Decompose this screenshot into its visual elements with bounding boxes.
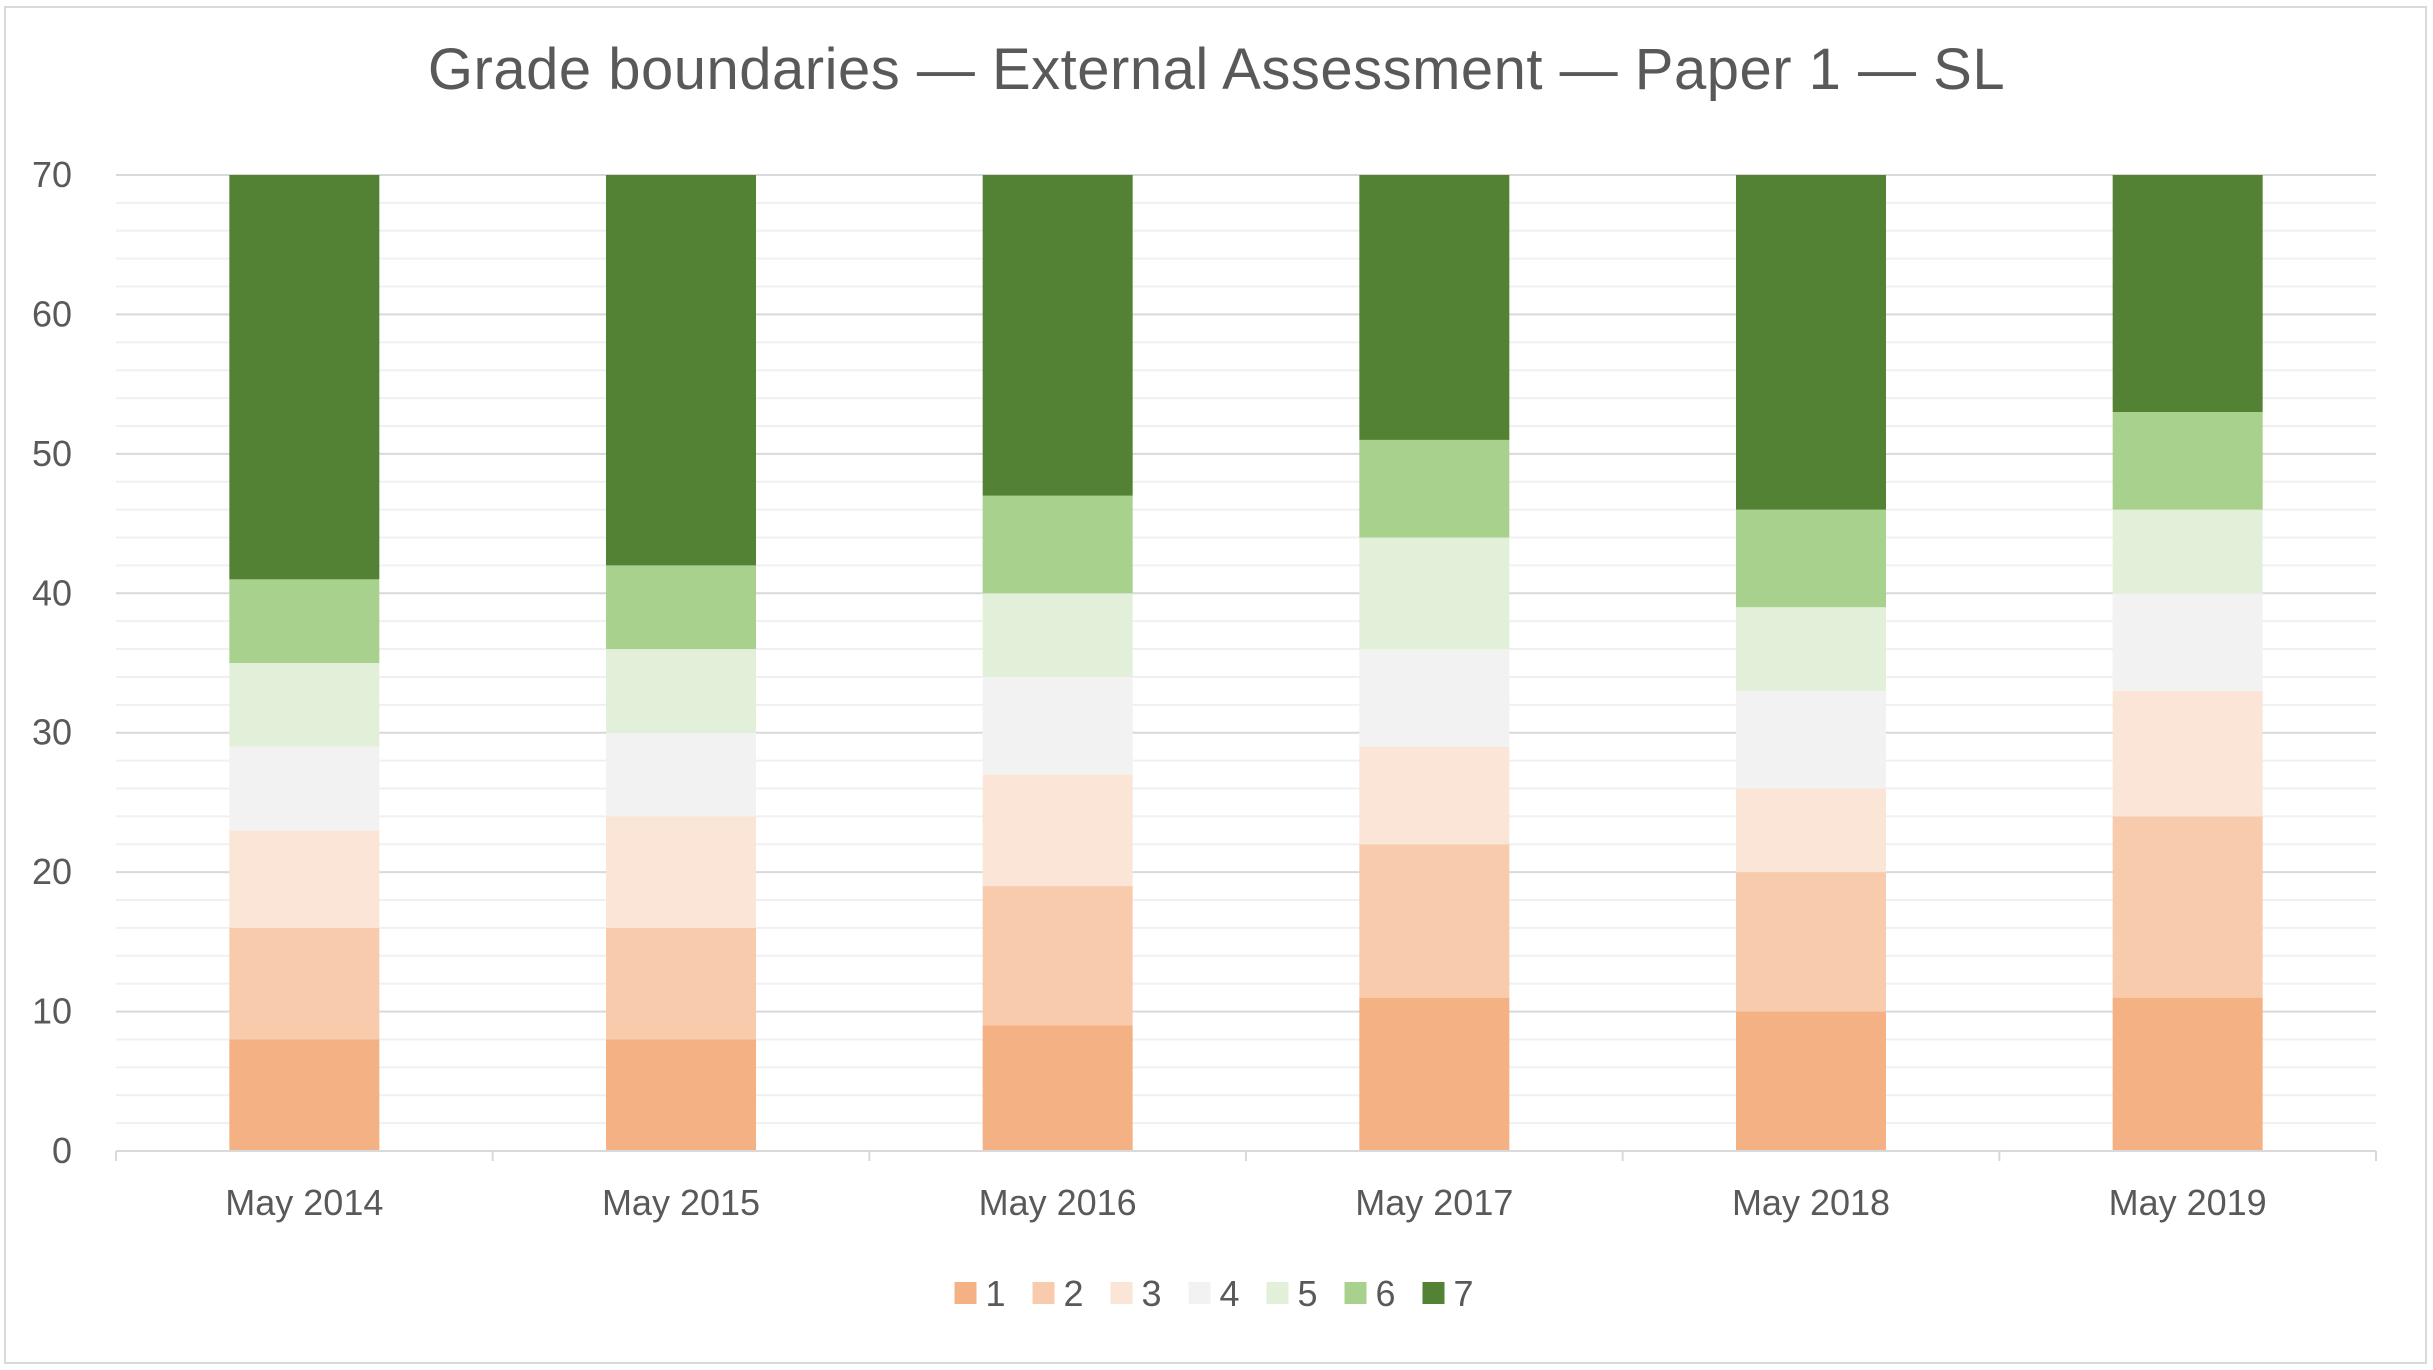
bar-segment [229, 663, 380, 747]
legend-label: 5 [1298, 1273, 1318, 1314]
x-tick-label: May 2014 [225, 1182, 383, 1223]
axes [115, 1150, 2377, 1161]
bars [229, 175, 2263, 1151]
bar-segment [2112, 412, 2263, 510]
bar-segment [982, 886, 1133, 1026]
x-tick-label: May 2015 [602, 1182, 760, 1223]
bar-segment [606, 175, 756, 566]
bar-segment [1359, 649, 1510, 747]
bar-segment [1359, 844, 1510, 998]
bar-segment [1359, 997, 1510, 1151]
bar-segment [2112, 690, 2263, 817]
bar-segment [2112, 175, 2263, 413]
bar-segment [982, 676, 1133, 775]
bar-segment [1359, 439, 1510, 538]
bar-segment [982, 593, 1133, 677]
y-tick-labels: 0 10 20 30 40 50 60 70 [32, 154, 72, 1171]
bar-segment [229, 1039, 380, 1151]
y-tick-label: 30 [32, 712, 72, 753]
bar-segment [606, 649, 756, 733]
y-tick-label: 40 [32, 572, 72, 613]
bar-segment [229, 175, 380, 580]
legend-swatch [1110, 1282, 1133, 1304]
y-tick-label: 10 [32, 991, 72, 1032]
bar-segment [229, 579, 380, 663]
legend-item: 5 [1266, 1273, 1318, 1314]
bar-segment [606, 565, 756, 650]
bar-segment [1736, 175, 1886, 510]
y-tick-label: 70 [32, 154, 72, 195]
bar-segment [982, 495, 1133, 594]
bar-segment [1736, 690, 1886, 789]
gridlines [116, 174, 2376, 1125]
legend-label: 3 [1142, 1273, 1162, 1314]
bar-segment [1359, 746, 1510, 845]
legend-swatch [1422, 1282, 1445, 1304]
y-tick-label: 0 [52, 1130, 72, 1171]
bar-segment [1736, 788, 1886, 873]
legend-label: 1 [986, 1273, 1006, 1314]
x-tick-labels: May 2014 May 2015 May 2016 May 2017 May 2018… [225, 1182, 2266, 1223]
bar-segment [2112, 509, 2263, 594]
bar-segment [606, 816, 756, 928]
legend-swatch [1266, 1282, 1289, 1304]
bar-segment [1359, 537, 1510, 650]
bar-segment [229, 746, 380, 831]
y-tick-label: 60 [32, 293, 72, 334]
x-tick-label: May 2017 [1355, 1182, 1513, 1223]
bar-segment [606, 732, 756, 817]
bar-segment [2112, 593, 2263, 691]
legend-item: 3 [1110, 1273, 1162, 1314]
bar-segment [1736, 509, 1886, 608]
legend-item: 4 [1188, 1273, 1240, 1314]
legend-label: 4 [1220, 1273, 1240, 1314]
bar-segment [606, 1039, 756, 1151]
legend: 1 2 3 4 5 6 7 [954, 1273, 1474, 1314]
chart-title: Grade boundaries — External Assessment —… [427, 37, 2006, 102]
x-tick-label: May 2019 [2109, 1182, 2267, 1223]
bar-segment [1359, 175, 1510, 440]
legend-swatch [1188, 1282, 1211, 1304]
y-tick-label: 20 [32, 851, 72, 892]
bar-segment [982, 175, 1133, 496]
bar-segment [229, 927, 380, 1040]
legend-item: 7 [1422, 1273, 1474, 1314]
legend-item: 1 [954, 1273, 1006, 1314]
bar-segment [1736, 1011, 1886, 1151]
chart-frame [4, 6, 2427, 1364]
legend-swatch [954, 1282, 977, 1304]
legend-item: 2 [1032, 1273, 1084, 1314]
legend-label: 7 [1454, 1273, 1474, 1314]
bar-segment [1736, 607, 1886, 691]
legend-swatch [1032, 1282, 1055, 1304]
x-tick-label: May 2018 [1732, 1182, 1890, 1223]
legend-label: 2 [1064, 1273, 1084, 1314]
x-tick-label: May 2016 [979, 1182, 1137, 1223]
y-tick-label: 50 [32, 433, 72, 474]
bar-segment [1736, 872, 1886, 1012]
legend-item: 6 [1344, 1273, 1396, 1314]
bar-segment [606, 927, 756, 1040]
legend-label: 6 [1376, 1273, 1396, 1314]
bar-segment [2112, 816, 2263, 998]
bar-segment [229, 830, 380, 928]
legend-swatch [1344, 1282, 1367, 1304]
bar-segment [982, 774, 1133, 887]
bar-segment [2112, 997, 2263, 1151]
bar-segment [982, 1025, 1133, 1151]
